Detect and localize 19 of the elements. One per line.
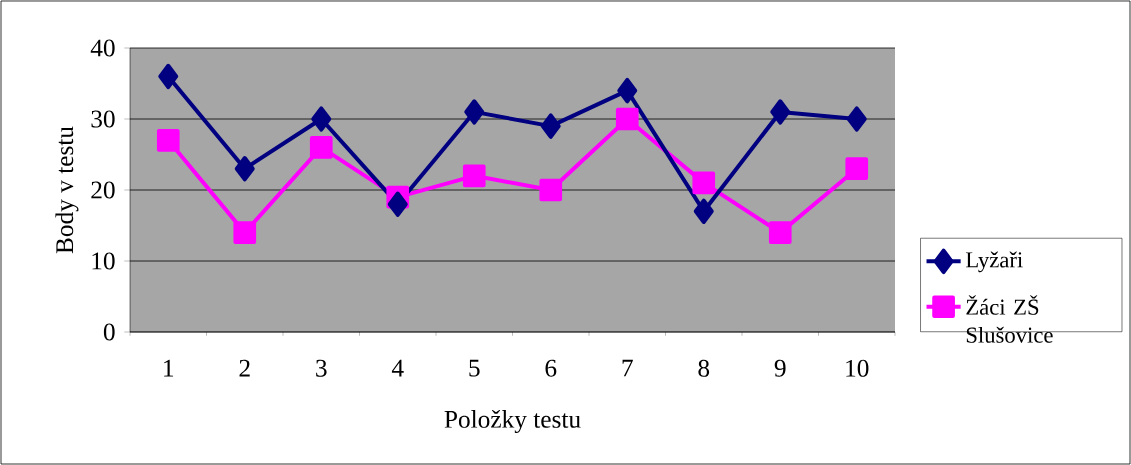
x-tick-label: 2 (239, 359, 250, 377)
legend-label: Žáci ZŠ Slušovice (966, 295, 1053, 343)
x-tick-label: 8 (698, 359, 710, 377)
y-tick-label: 30 (91, 110, 115, 128)
y-tick-label: 10 (92, 252, 115, 270)
x-tick-label: 1 (164, 359, 174, 377)
x-tick-label: 10 (846, 359, 869, 377)
legend-label: Lyžaři (965, 251, 1023, 273)
y-tick-label: 40 (90, 39, 115, 57)
x-tick-label: 4 (391, 359, 404, 377)
x-tick-label: 3 (316, 359, 327, 377)
x-tick-label: 7 (622, 359, 633, 377)
y-tick-label: 20 (91, 181, 115, 199)
y-tick-label: 0 (103, 323, 115, 341)
x-tick-label: 9 (774, 359, 786, 377)
x-tick-label: 5 (469, 359, 480, 377)
x-axis-title: Položky testu (444, 409, 581, 434)
x-tick-label: 6 (545, 359, 557, 377)
y-axis-title: Body v testu (55, 126, 79, 254)
